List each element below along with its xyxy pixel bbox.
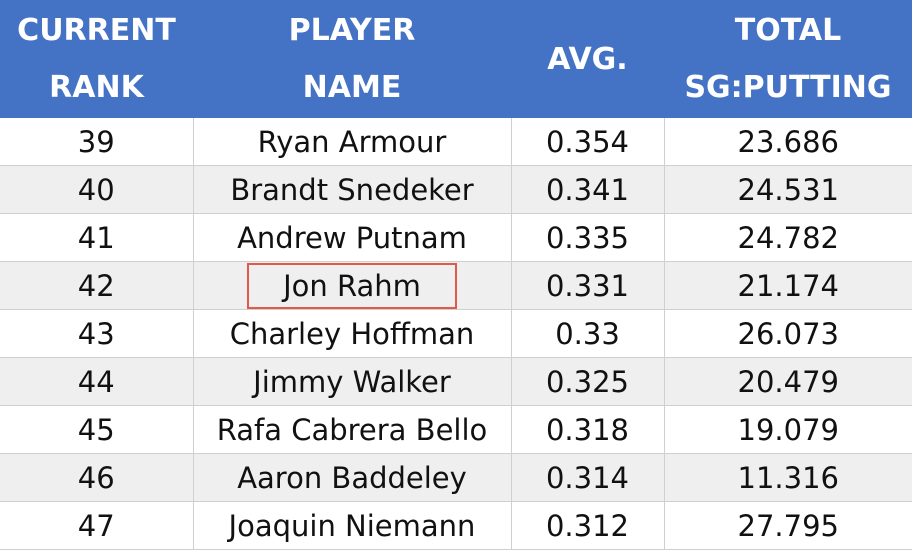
avg-cell: 0.325 [511, 357, 665, 406]
rank-text: 47 [77, 508, 115, 543]
total-sg-putting-text: 19.079 [737, 412, 839, 447]
avg-text: 0.331 [545, 268, 630, 303]
avg-text: 0.325 [545, 364, 630, 399]
avg-text: 0.341 [545, 172, 630, 207]
player-name-cell: Jimmy Walker [193, 357, 512, 406]
total-sg-putting-cell: 24.531 [664, 165, 912, 214]
avg-cell: 0.354 [511, 118, 665, 166]
rank-cell: 46 [0, 453, 194, 502]
rank-text: 41 [77, 220, 115, 255]
player-name-cell: Jon Rahm [193, 261, 512, 310]
table-row: 45 Rafa Cabrera Bello 0.318 19.079 [0, 405, 912, 454]
player-name-cell: Joaquin Niemann [193, 501, 512, 550]
total-sg-putting-cell: 27.795 [664, 501, 912, 550]
player-name-text: Charley Hoffman [229, 316, 475, 351]
total-sg-putting-text: 27.795 [737, 508, 839, 543]
rank-cell: 45 [0, 405, 194, 454]
header-avg-label: AVG. [547, 41, 628, 77]
table-row: 42 Jon Rahm 0.331 21.174 [0, 261, 912, 310]
player-name-text: Jimmy Walker [253, 364, 451, 399]
total-sg-putting-text: 11.316 [737, 460, 839, 495]
rank-cell: 42 [0, 261, 194, 310]
avg-text: 0.314 [545, 460, 630, 495]
avg-text: 0.354 [545, 124, 630, 159]
rank-cell: 43 [0, 309, 194, 358]
table-row: 43 Charley Hoffman 0.33 26.073 [0, 309, 912, 358]
player-name-cell: Aaron Baddeley [193, 453, 512, 502]
table-row: 39 Ryan Armour 0.354 23.686 [0, 118, 912, 166]
player-name-cell: Brandt Snedeker [193, 165, 512, 214]
avg-cell: 0.312 [511, 501, 665, 550]
total-sg-putting-text: 24.782 [737, 220, 839, 255]
total-sg-putting-text: 23.686 [737, 124, 839, 159]
header-current-rank-line2: RANK [49, 70, 144, 105]
rank-text: 39 [77, 124, 115, 159]
avg-cell: 0.341 [511, 165, 665, 214]
total-sg-putting-text: 20.479 [737, 364, 839, 399]
total-sg-putting-cell: 24.782 [664, 213, 912, 262]
header-total-sg-putting: TOTAL SG:PUTTING [664, 0, 912, 118]
table-body: 39 Ryan Armour 0.354 23.686 40 Brandt Snedeke… [0, 118, 912, 550]
total-sg-putting-cell: 19.079 [664, 405, 912, 454]
avg-cell: 0.335 [511, 213, 665, 262]
table-header: CURRENT RANK PLAYER NAME AVG. TOTAL SG:P… [0, 0, 912, 118]
avg-text: 0.335 [545, 220, 630, 255]
header-total-line1: TOTAL [734, 13, 842, 48]
avg-cell: 0.331 [511, 261, 665, 310]
avg-text: 0.312 [545, 508, 630, 543]
rank-cell: 44 [0, 357, 194, 406]
total-sg-putting-cell: 21.174 [664, 261, 912, 310]
total-sg-putting-cell: 26.073 [664, 309, 912, 358]
rank-text: 44 [77, 364, 115, 399]
total-sg-putting-cell: 11.316 [664, 453, 912, 502]
player-name-text: Joaquin Niemann [228, 508, 476, 543]
total-sg-putting-cell: 23.686 [664, 118, 912, 166]
rank-text: 46 [77, 460, 115, 495]
table-row: 40 Brandt Snedeker 0.341 24.531 [0, 165, 912, 214]
rank-text: 45 [77, 412, 115, 447]
player-name-cell: Ryan Armour [193, 118, 512, 166]
avg-cell: 0.33 [511, 309, 665, 358]
table-row: 46 Aaron Baddeley 0.314 11.316 [0, 453, 912, 502]
header-current-rank-line1: CURRENT [17, 13, 176, 48]
player-name-text: Aaron Baddeley [237, 460, 467, 495]
avg-text: 0.318 [545, 412, 630, 447]
table-row: 41 Andrew Putnam 0.335 24.782 [0, 213, 912, 262]
header-avg: AVG. [511, 0, 664, 118]
header-player-name-line1: PLAYER [288, 13, 416, 48]
header-player-name: PLAYER NAME [193, 0, 511, 118]
player-name-text: Rafa Cabrera Bello [216, 412, 488, 447]
table-row: 47 Joaquin Niemann 0.312 27.795 [0, 501, 912, 550]
player-name-cell: Andrew Putnam [193, 213, 512, 262]
avg-cell: 0.314 [511, 453, 665, 502]
rank-cell: 40 [0, 165, 194, 214]
rank-cell: 47 [0, 501, 194, 550]
player-name-text: Andrew Putnam [237, 220, 467, 255]
total-sg-putting-text: 26.073 [737, 316, 839, 351]
total-sg-putting-text: 24.531 [737, 172, 839, 207]
player-name-cell: Charley Hoffman [193, 309, 512, 358]
header-row: CURRENT RANK PLAYER NAME AVG. TOTAL SG:P… [0, 0, 912, 118]
rank-text: 43 [77, 316, 115, 351]
rank-text: 42 [77, 268, 115, 303]
total-sg-putting-text: 21.174 [737, 268, 839, 303]
player-name-cell: Rafa Cabrera Bello [193, 405, 512, 454]
total-sg-putting-cell: 20.479 [664, 357, 912, 406]
header-current-rank: CURRENT RANK [0, 0, 193, 118]
player-name-text: Ryan Armour [257, 124, 447, 159]
header-total-line2: SG:PUTTING [684, 70, 892, 105]
avg-text: 0.33 [555, 316, 620, 351]
avg-cell: 0.318 [511, 405, 665, 454]
table-row: 44 Jimmy Walker 0.325 20.479 [0, 357, 912, 406]
rank-cell: 39 [0, 118, 194, 166]
player-name-text: Brandt Snedeker [230, 172, 474, 207]
rank-cell: 41 [0, 213, 194, 262]
rank-text: 40 [77, 172, 115, 207]
header-player-name-line2: NAME [302, 70, 402, 105]
highlighted-player-name: Jon Rahm [247, 262, 457, 309]
